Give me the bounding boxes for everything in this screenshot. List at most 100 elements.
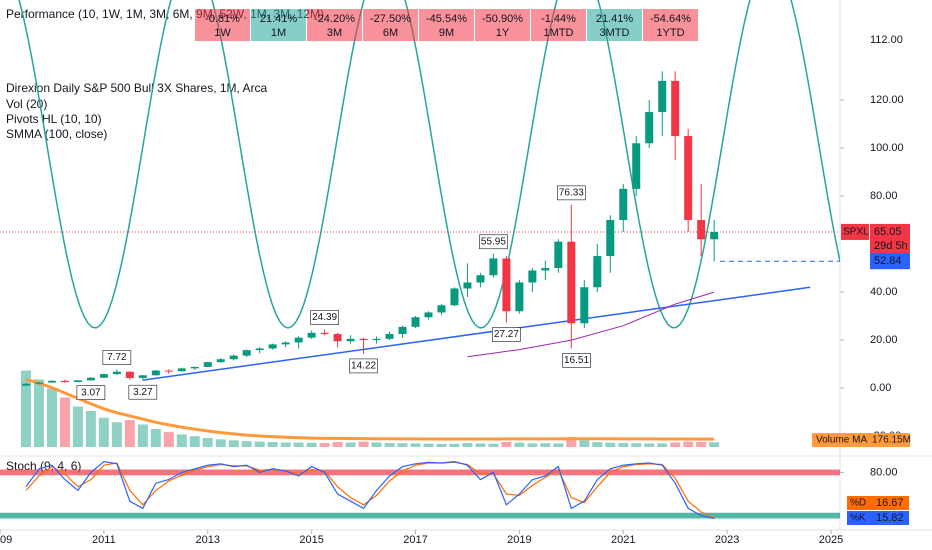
stoch-k-name: %K [850, 513, 866, 524]
symbol: SPXL [843, 227, 869, 238]
pivot-label: 3.27 [133, 387, 153, 398]
volume-bar [631, 443, 642, 447]
pivot-price-tag [870, 253, 910, 270]
performance-value: -24.20% [314, 13, 355, 25]
candle-body [47, 380, 56, 383]
candle-body [645, 112, 654, 144]
volume-bar [228, 440, 239, 447]
candle-body [710, 231, 719, 240]
y-tick-label: 0.00 [870, 382, 891, 394]
pivot-label: 14.22 [351, 361, 376, 372]
x-tick-label: 2019 [507, 534, 531, 546]
performance-value: 21.41% [596, 13, 634, 25]
volume-bar [85, 411, 96, 447]
pivot-box [562, 353, 591, 368]
candle-body [268, 344, 277, 349]
top-scale-label: 112.00 [870, 34, 903, 46]
candle-body [255, 348, 264, 351]
indicator: SMMA (100, close) [6, 127, 107, 141]
volume-bar [423, 443, 434, 447]
performance-value: -0.81% [205, 13, 240, 25]
candle-body [632, 143, 641, 189]
volume-bar [280, 442, 291, 447]
stoch-k [25, 460, 715, 520]
stoch-d-tag [847, 496, 909, 510]
volume-bar [514, 442, 525, 447]
chart-title: Direxion Daily S&P 500 Bull 3X Shares, 1… [6, 81, 268, 95]
volume-bar [566, 437, 577, 447]
pivot-label: 7.72 [107, 352, 127, 363]
candle-body [320, 332, 329, 335]
x-tick-label: 2023 [715, 534, 739, 546]
pivot-label: 3.07 [81, 387, 101, 398]
candle-body [424, 312, 433, 318]
volume-bar [410, 443, 421, 447]
x-tick-label: 2017 [403, 534, 427, 546]
candle-body [411, 317, 420, 327]
volume-bar [306, 442, 317, 447]
volume-bar [150, 429, 161, 447]
volume-bar [618, 442, 629, 447]
volume-bar [475, 443, 486, 447]
candle-body [125, 371, 134, 378]
pivot-label: 55.95 [481, 236, 506, 247]
candle-body [567, 241, 576, 324]
x-tick-label: 2013 [196, 534, 220, 546]
pivot-box [310, 310, 339, 325]
candle-body [281, 342, 290, 345]
candle-body [242, 350, 251, 356]
candle-body [86, 377, 95, 381]
pivot-box [492, 327, 521, 342]
pivot-box [128, 384, 158, 400]
performance-box [531, 9, 586, 41]
volume-bar [267, 442, 278, 447]
stoch-d-value: 16.67 [876, 497, 904, 509]
candle-body [541, 268, 550, 271]
volume-bar [553, 443, 564, 447]
performance-period: 1YTD [656, 27, 684, 39]
volume-bar [462, 442, 473, 447]
candle-body [450, 288, 459, 306]
candle-body [515, 282, 524, 312]
trendline [142, 286, 811, 381]
volume-ma-tag [812, 433, 910, 448]
candle-body [112, 371, 121, 375]
volume-bar [33, 379, 44, 447]
performance-value: -45.54% [426, 13, 467, 25]
performance-box [419, 9, 474, 41]
indicator: Pivots HL (10, 10) [6, 112, 102, 126]
performance-box [195, 9, 250, 41]
candle-body [437, 305, 446, 313]
stoch-d-name: %D [850, 498, 866, 509]
volume-bar [163, 432, 174, 447]
volume-ma-name: Volume MA [816, 435, 867, 446]
volume-bar [670, 442, 681, 447]
candle-body [333, 334, 342, 342]
pivot-price: 52.84 [874, 255, 902, 267]
candle-body [307, 332, 316, 338]
candle-body [21, 383, 30, 386]
performance-value: -1.44% [541, 13, 576, 25]
volume-bar [579, 440, 590, 447]
volume-bar [46, 388, 57, 447]
candle-body [463, 282, 472, 289]
candle-body [73, 380, 82, 383]
candle-body [580, 287, 589, 324]
candle-body [385, 334, 394, 339]
candle-body [346, 338, 355, 342]
volume-bar [59, 397, 70, 447]
pivot-box [76, 385, 106, 400]
indicator: Vol (20) [6, 97, 47, 111]
volume-bar [254, 441, 265, 447]
stoch-oversold-band [0, 512, 840, 519]
volume-bar [501, 442, 512, 447]
volume-bar [449, 443, 460, 447]
candle-body [60, 380, 69, 383]
candle-body [606, 220, 615, 257]
candle-body [697, 220, 706, 240]
stoch-overbought-band [0, 469, 840, 476]
performance-box [475, 9, 530, 41]
candle-body [99, 374, 108, 378]
volume-bar [293, 442, 304, 447]
